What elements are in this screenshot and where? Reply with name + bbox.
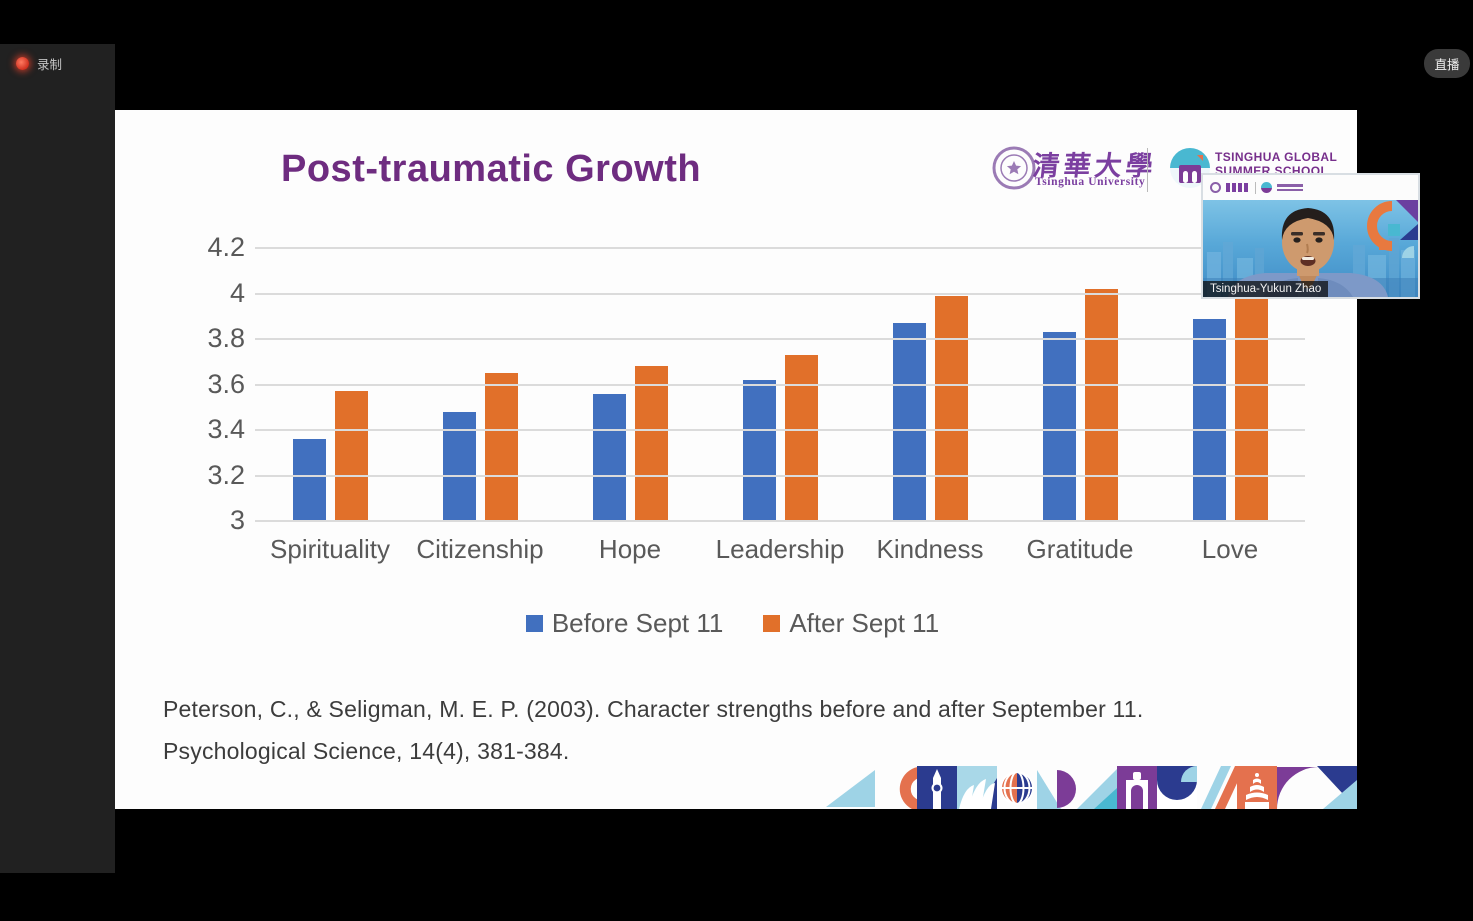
y-tick-label: 4.2 (207, 231, 245, 262)
bar-group-gratitude (1005, 248, 1155, 521)
y-tick-label: 3.2 (207, 459, 245, 490)
bar-group-kindness (855, 248, 1005, 521)
participant-name-label: Tsinghua-Yukun Zhao (1203, 281, 1329, 297)
x-category-label: Love (1201, 534, 1259, 564)
citation-line-2: Psychological Science, 14(4), 381-384. (163, 738, 570, 764)
summer-school-wordmark-line1: TSINGHUA GLOBAL (1215, 150, 1338, 164)
bar-group-love (1155, 248, 1305, 521)
bar-kindness-after-sept-11 (934, 295, 968, 521)
x-category-label: Kindness (876, 534, 984, 564)
bar-groups (255, 248, 1305, 521)
x-category-label: Spirituality (270, 534, 390, 564)
logo-divider (1147, 148, 1148, 192)
presentation-slide: Post-traumatic Growth 清華大學 Tsinghua Univ… (115, 110, 1357, 809)
summer-school-logo-icon (1170, 148, 1210, 188)
bar-leadership-before-sept-11 (742, 379, 776, 521)
legend-swatch-icon (763, 615, 781, 632)
gridline (255, 520, 1305, 522)
mini-summer-school-logo-icon (1261, 182, 1272, 193)
citation-line-1: Peterson, C., & Seligman, M. E. P. (2003… (163, 696, 1144, 722)
mini-cn-wordmark (1226, 183, 1250, 192)
gridline (255, 338, 1305, 340)
mini-logo-divider (1255, 181, 1256, 194)
bar-spirituality-after-sept-11 (334, 391, 368, 521)
legend-item: Before Sept 11 (525, 608, 724, 639)
y-tick-label: 3.8 (207, 322, 245, 353)
bar-spirituality-before-sept-11 (292, 439, 326, 521)
legend-item: After Sept 11 (763, 608, 939, 639)
video-frame: Tsinghua-Yukun Zhao (1203, 200, 1418, 297)
live-badge-label: 直播 (1434, 58, 1460, 72)
mini-tsinghua-seal-icon (1210, 182, 1221, 193)
x-category-label: Gratitude (1026, 534, 1134, 564)
y-tick-label: 4 (229, 277, 245, 308)
bar-group-spirituality (255, 248, 405, 521)
bar-group-leadership (705, 248, 855, 521)
video-banner-logos (1203, 175, 1418, 200)
bar-hope-after-sept-11 (634, 366, 668, 521)
participants-sidebar[interactable] (0, 44, 115, 873)
y-tick-label: 3.6 (207, 368, 245, 399)
gridline (255, 429, 1305, 431)
bar-gratitude-after-sept-11 (1084, 288, 1118, 521)
bar-kindness-before-sept-11 (892, 323, 926, 521)
mini-summer-school-wordmark (1277, 184, 1303, 191)
y-tick-label: 3.4 (207, 413, 245, 444)
legend-label: Before Sept 11 (551, 608, 724, 638)
legend-label: After Sept 11 (789, 608, 940, 638)
background-corner-decoration (1367, 200, 1418, 258)
record-dot-icon (16, 57, 29, 70)
x-category-label: Hope (598, 534, 662, 564)
bar-gratitude-before-sept-11 (1042, 332, 1076, 521)
bar-love-after-sept-11 (1234, 282, 1268, 521)
bar-hope-before-sept-11 (592, 393, 626, 521)
record-indicator[interactable]: 录制 (16, 54, 62, 73)
gridline (255, 247, 1305, 249)
bar-leadership-after-sept-11 (784, 354, 818, 521)
slide-title: Post-traumatic Growth (281, 148, 702, 190)
legend-swatch-icon (525, 615, 543, 632)
chart-x-axis-labels: Spirituality Citizenship Hope Leadership Kin… (255, 534, 1305, 565)
record-label: 录制 (37, 58, 63, 72)
bar-group-hope (555, 248, 705, 521)
gridline (255, 292, 1305, 295)
x-category-label: Citizenship (416, 534, 544, 564)
tsinghua-seal-icon (992, 146, 1036, 190)
y-tick-label: 3 (229, 504, 245, 535)
live-badge[interactable]: 直播 (1424, 49, 1470, 78)
chart-y-axis: 4.2 4 3.8 3.6 3.4 3.2 3 (160, 232, 245, 535)
footer-landmarks-decoration (826, 766, 1357, 809)
presenter-video-thumbnail[interactable]: Tsinghua-Yukun Zhao (1201, 173, 1420, 299)
gridline (255, 383, 1305, 386)
bar-love-before-sept-11 (1192, 318, 1226, 521)
gridline (255, 474, 1305, 477)
chart-legend: Before Sept 11 After Sept 11 (160, 608, 1305, 639)
bar-citizenship-after-sept-11 (484, 373, 518, 521)
tsinghua-en-wordmark: Tsinghua University (1035, 176, 1146, 188)
x-category-label: Leadership (715, 534, 845, 564)
bar-chart-plot-area (255, 247, 1305, 522)
